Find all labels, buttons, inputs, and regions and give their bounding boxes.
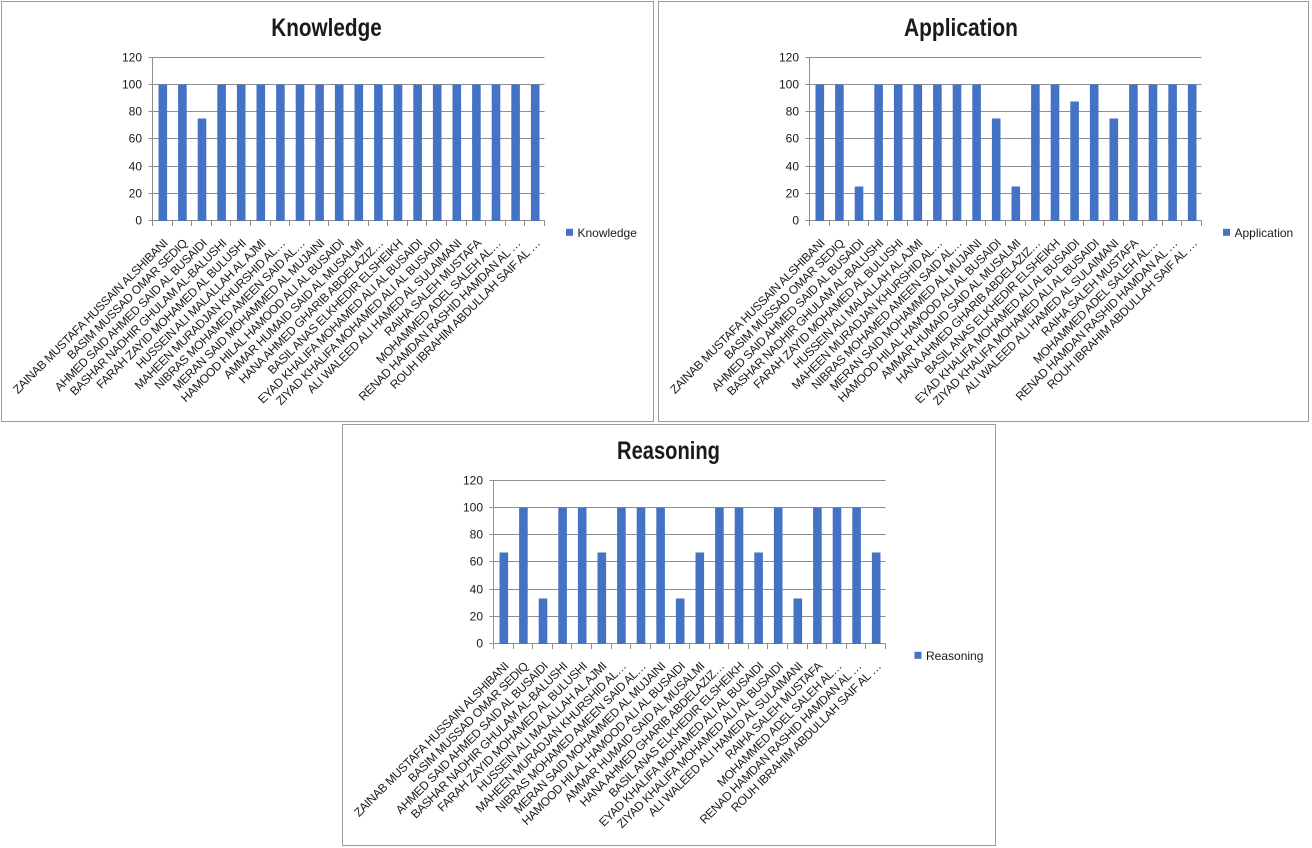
svg-text:Application: Application [904, 14, 1018, 42]
svg-text:60: 60 [786, 132, 800, 146]
svg-text:Reasoning: Reasoning [926, 649, 983, 663]
svg-text:Knowledge: Knowledge [271, 14, 382, 42]
svg-text:40: 40 [470, 583, 484, 597]
svg-text:Knowledge: Knowledge [578, 226, 638, 240]
svg-text:Application: Application [1235, 226, 1294, 240]
svg-text:80: 80 [129, 105, 143, 119]
svg-text:60: 60 [129, 132, 143, 146]
svg-text:0: 0 [792, 214, 799, 228]
svg-text:20: 20 [786, 187, 800, 201]
svg-text:120: 120 [779, 51, 799, 65]
svg-text:20: 20 [470, 610, 484, 624]
svg-text:0: 0 [135, 214, 142, 228]
svg-text:40: 40 [786, 160, 800, 174]
svg-text:80: 80 [470, 528, 484, 542]
svg-text:100: 100 [122, 78, 142, 92]
svg-text:100: 100 [779, 78, 799, 92]
svg-text:20: 20 [129, 187, 143, 201]
svg-text:60: 60 [470, 555, 484, 569]
svg-text:80: 80 [786, 105, 800, 119]
svg-text:120: 120 [463, 474, 483, 488]
svg-text:100: 100 [463, 501, 483, 515]
svg-text:40: 40 [129, 160, 143, 174]
svg-text:Reasoning: Reasoning [617, 437, 720, 465]
svg-text:120: 120 [122, 51, 142, 65]
svg-text:0: 0 [476, 637, 483, 651]
